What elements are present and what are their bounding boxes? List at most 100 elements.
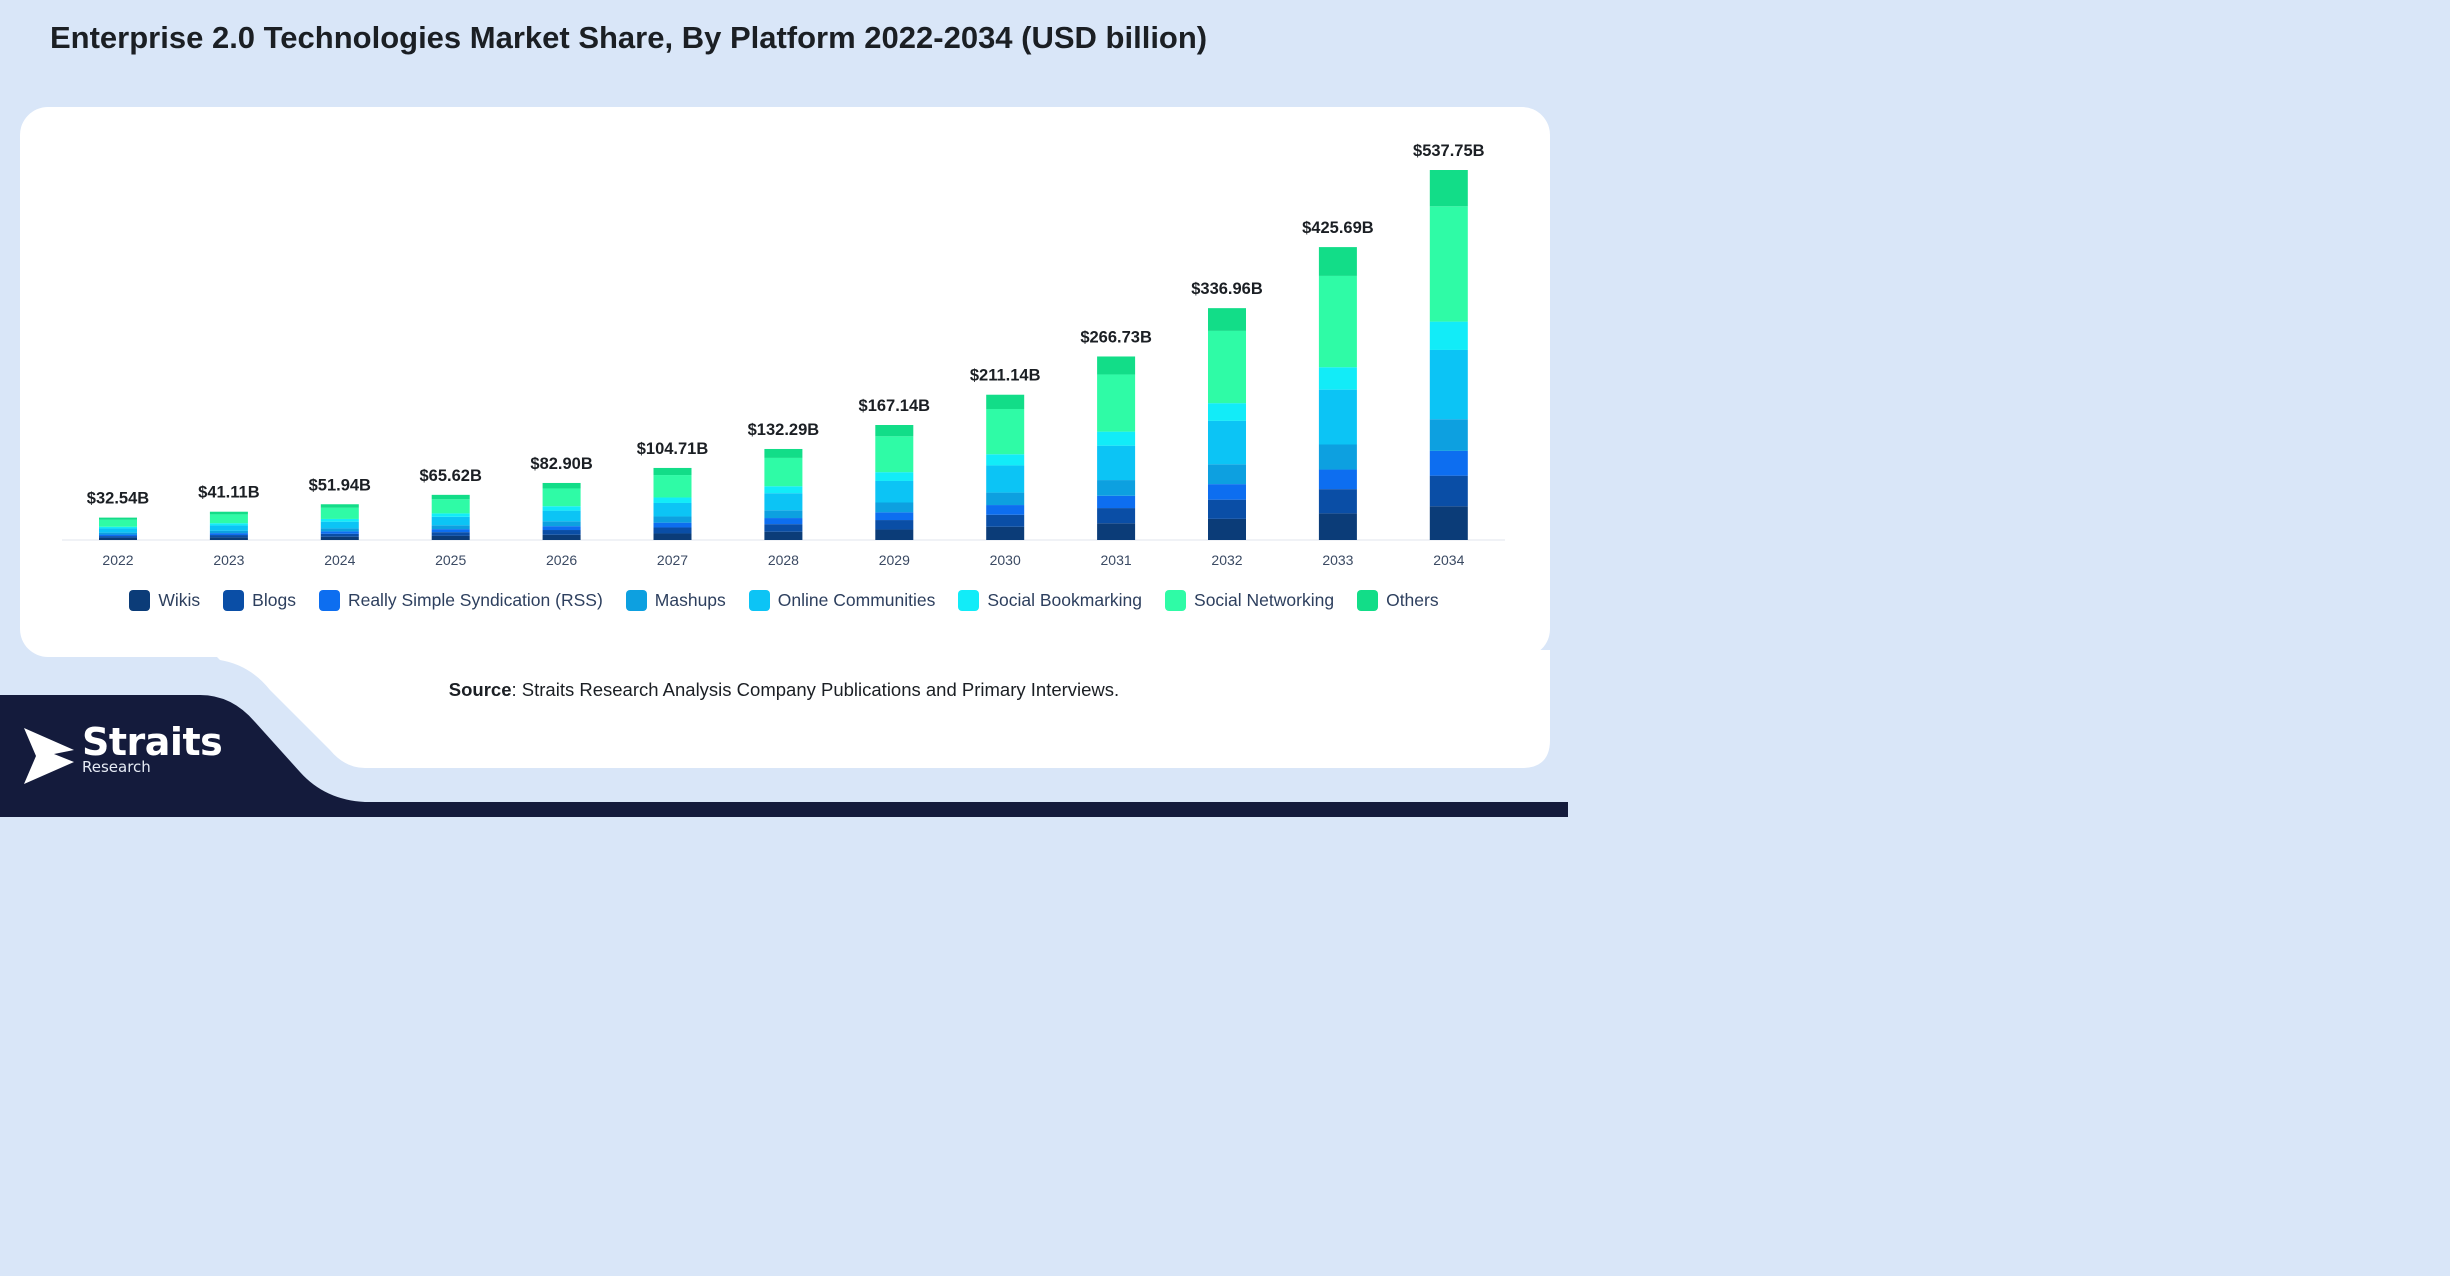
x-tick-label-2026: 2026 bbox=[546, 552, 577, 568]
bar-segment-2029-wikis bbox=[875, 529, 914, 540]
bar-segment-2031-blogs bbox=[1097, 508, 1136, 524]
bar-segment-2034-really-simple-syndication-rss- bbox=[1429, 450, 1468, 476]
legend-swatch bbox=[958, 590, 980, 611]
bar-segment-2026-mashups bbox=[542, 521, 581, 527]
x-tick-label-2025: 2025 bbox=[435, 552, 466, 568]
legend-label: Online Communities bbox=[777, 590, 936, 610]
x-tick-label-2022: 2022 bbox=[102, 552, 133, 568]
legend-swatch bbox=[1357, 590, 1379, 611]
bar-segment-2032-online-communities bbox=[1208, 420, 1246, 465]
legend-swatch bbox=[223, 590, 245, 611]
bar-segment-2023-social-networking bbox=[209, 514, 248, 524]
bar-segment-2024-mashups bbox=[320, 528, 359, 532]
total-label-2033: $425.69B bbox=[1302, 219, 1374, 237]
bar-segment-2032-mashups bbox=[1208, 464, 1246, 485]
legend-label: Wikis bbox=[158, 590, 201, 610]
background-shapes bbox=[0, 107, 1568, 817]
bar-segment-2028-others bbox=[764, 448, 803, 458]
bar-segment-2030-blogs bbox=[986, 514, 1025, 527]
bar-segment-2031-social-bookmarking bbox=[1097, 431, 1136, 446]
bar-segment-2025-online-communities bbox=[431, 516, 470, 526]
legend-swatch bbox=[1165, 590, 1187, 611]
legend-item-mashups: Mashups bbox=[625, 590, 726, 611]
bar-segment-2023-online-communities bbox=[209, 525, 248, 531]
bar-segment-2026-really-simple-syndication-rss- bbox=[542, 526, 581, 531]
bar-segment-2032-blogs bbox=[1208, 499, 1246, 519]
bar-segment-2023-blogs bbox=[209, 535, 248, 538]
legend-item-blogs: Blogs bbox=[223, 590, 296, 611]
x-tick-label-2032: 2032 bbox=[1211, 552, 1242, 568]
bar-segment-2030-wikis bbox=[986, 526, 1025, 540]
page-title: Enterprise 2.0 Technologies Market Share… bbox=[50, 20, 1208, 55]
bar-segment-2024-really-simple-syndication-rss- bbox=[320, 531, 359, 534]
bar-segment-2024-social-networking bbox=[320, 507, 359, 519]
bar-segment-2034-blogs bbox=[1429, 475, 1468, 507]
x-tick-label-2023: 2023 bbox=[213, 552, 244, 568]
x-tick-label-2030: 2030 bbox=[990, 552, 1021, 568]
bar-segment-2025-blogs bbox=[431, 532, 470, 536]
bar-segment-2029-social-networking bbox=[875, 436, 914, 473]
bar-segment-2032-wikis bbox=[1208, 518, 1246, 540]
bar-segment-2025-wikis bbox=[431, 535, 470, 540]
bar-segment-2022-others bbox=[99, 517, 137, 520]
bar-segment-2033-others bbox=[1318, 247, 1357, 276]
bar-segment-2022-social-networking bbox=[99, 519, 137, 527]
total-label-2028: $132.29B bbox=[748, 421, 820, 439]
bar-segment-2028-wikis bbox=[764, 531, 803, 540]
total-label-2034: $537.75B bbox=[1413, 142, 1485, 160]
bar-segment-2031-really-simple-syndication-rss- bbox=[1097, 495, 1136, 509]
bar-segment-2034-mashups bbox=[1429, 419, 1468, 451]
bar-segment-2028-social-networking bbox=[764, 457, 803, 487]
bar-segment-2032-social-networking bbox=[1208, 330, 1246, 404]
legend-item-social-bookmarking: Social Bookmarking bbox=[958, 590, 1142, 611]
bar-segment-2028-online-communities bbox=[764, 493, 803, 511]
total-label-2022: $32.54B bbox=[87, 490, 149, 508]
total-label-2025: $65.62B bbox=[420, 467, 482, 485]
total-label-2030: $211.14B bbox=[970, 367, 1041, 385]
legend-label: Mashups bbox=[654, 590, 726, 610]
bar-segment-2032-others bbox=[1208, 308, 1246, 331]
bar-segment-2032-social-bookmarking bbox=[1208, 403, 1246, 421]
bar-segment-2033-mashups bbox=[1318, 444, 1357, 470]
total-label-2027: $104.71B bbox=[637, 440, 709, 458]
bar-segment-2033-social-networking bbox=[1318, 275, 1357, 368]
x-tick-label-2024: 2024 bbox=[324, 552, 355, 568]
bar-segment-2025-others bbox=[431, 494, 470, 500]
total-label-2031: $266.73B bbox=[1080, 329, 1152, 347]
bar-segment-2030-online-communities bbox=[986, 465, 1025, 493]
bar-segment-2034-social-networking bbox=[1429, 206, 1468, 322]
bar-segment-2026-blogs bbox=[542, 530, 581, 535]
bar-segment-2031-wikis bbox=[1097, 523, 1136, 540]
bar-segment-2034-others bbox=[1429, 170, 1468, 207]
bar-segment-2026-social-networking bbox=[542, 488, 581, 507]
bar-segment-2030-mashups bbox=[986, 492, 1025, 506]
bar-segment-2026-social-bookmarking bbox=[542, 506, 581, 511]
total-label-2023: $41.11B bbox=[198, 484, 260, 502]
bar-segment-2022-really-simple-syndication-rss- bbox=[99, 534, 137, 537]
bar-segment-2034-online-communities bbox=[1429, 349, 1468, 420]
bar-segment-2024-blogs bbox=[320, 533, 359, 537]
x-tick-label-2031: 2031 bbox=[1101, 552, 1132, 568]
total-label-2032: $336.96B bbox=[1191, 280, 1263, 298]
legend: Wikis Blogs Really Simple Syndication (RSS… bbox=[0, 590, 1568, 611]
bar-segment-2023-mashups bbox=[209, 530, 248, 534]
source-text: : Straits Research Analysis Company Publ… bbox=[511, 679, 1120, 700]
bar-segment-2022-wikis bbox=[99, 537, 137, 540]
straits-logo-icon bbox=[24, 728, 74, 784]
legend-label: Social Networking bbox=[1194, 590, 1335, 610]
legend-swatch bbox=[625, 590, 647, 611]
brand-logo: Straits Research bbox=[24, 722, 223, 786]
bar-segment-2023-social-bookmarking bbox=[209, 523, 248, 526]
bar-segment-2030-social-bookmarking bbox=[986, 454, 1025, 466]
bar-segment-2029-social-bookmarking bbox=[875, 472, 914, 481]
bar-segment-2028-really-simple-syndication-rss- bbox=[764, 518, 803, 525]
bar-segment-2027-really-simple-syndication-rss- bbox=[653, 522, 692, 528]
bar-segment-2025-really-simple-syndication-rss- bbox=[431, 529, 470, 533]
bar-segment-2028-mashups bbox=[764, 510, 803, 519]
total-label-2026: $82.90B bbox=[530, 455, 592, 473]
bar-segment-2028-blogs bbox=[764, 524, 803, 532]
legend-item-really-simple-syndication-rss-: Really Simple Syndication (RSS) bbox=[318, 590, 603, 611]
bar-segment-2034-wikis bbox=[1429, 506, 1468, 540]
bar-segment-2024-social-bookmarking bbox=[320, 518, 359, 522]
bar-segment-2030-really-simple-syndication-rss- bbox=[986, 505, 1025, 515]
